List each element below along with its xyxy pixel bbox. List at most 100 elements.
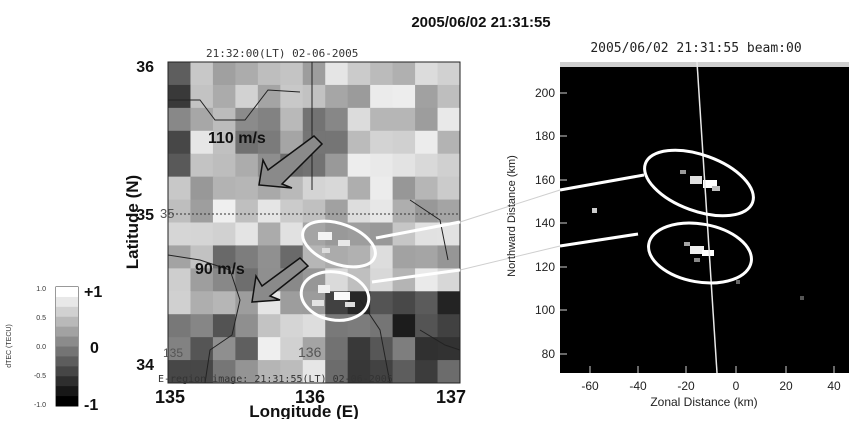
tec-map-cell <box>325 107 349 132</box>
radar-x-tick-neg40: -40 <box>629 379 647 393</box>
tec-map-cell <box>370 199 394 224</box>
tec-map-cell <box>257 84 281 109</box>
tec-map-cell <box>437 199 460 224</box>
colorbar-band <box>56 396 78 407</box>
inner-lat-35-label: 35 <box>160 206 174 221</box>
colorbar-band <box>56 346 78 357</box>
tec-map-cell <box>212 360 236 383</box>
tec-map-cell <box>235 107 259 132</box>
colorbar-band <box>56 386 78 397</box>
tec-map-cell <box>370 107 394 132</box>
tec-map-cell <box>415 84 439 109</box>
tec-map-cell <box>347 337 371 361</box>
colorbar-bands <box>56 287 78 407</box>
tec-map-cell <box>392 62 416 86</box>
tec-map-cell <box>280 107 304 132</box>
tec-map-cell <box>168 222 192 247</box>
colorbar: dTEC (TECU) 1.0 0.5 0.0 -0.5 -1.0 +1 0 -… <box>6 284 102 414</box>
tec-map-cell <box>235 176 259 201</box>
colorbar-band <box>56 366 78 377</box>
tec-map-cell <box>212 222 236 247</box>
tec-map-cell <box>392 268 416 292</box>
radar-panel-title: 2005/06/02 21:31:55 beam:00 <box>590 41 801 56</box>
tec-map-cell <box>235 360 259 383</box>
colorbar-tick-1.0: 1.0 <box>36 286 46 293</box>
tec-map-cell <box>437 268 460 292</box>
tec-map-cell <box>235 222 259 247</box>
tec-map-cell <box>257 62 281 86</box>
tec-map-cell <box>415 337 439 361</box>
tec-map-cell <box>190 291 214 315</box>
map-top-label: 21:32:00(LT) 02-06-2005 <box>206 47 358 60</box>
tec-map-cell <box>437 130 460 155</box>
tec-map-cell <box>415 268 439 292</box>
tec-map-cell <box>302 153 326 178</box>
tec-map-cell <box>168 291 192 315</box>
radar-panel: 2005/06/02 21:31:55 beam:00 200 <box>506 41 849 409</box>
tec-map-cell <box>190 199 214 224</box>
tec-map-cell <box>415 245 439 269</box>
tec-map-cell <box>280 360 304 383</box>
lat-tick-35: 35 <box>136 207 154 224</box>
tec-map-cell <box>302 199 326 224</box>
tec-map-cell <box>212 245 236 269</box>
tec-map-cell <box>437 107 460 132</box>
radar-echoes <box>592 170 804 300</box>
inner-lon-135-label: 135 <box>163 346 183 360</box>
tec-map-cell <box>212 314 236 338</box>
tec-map-cell <box>212 153 236 178</box>
tec-map-cell <box>235 130 259 155</box>
beam-line <box>696 61 718 374</box>
tec-map-cell <box>415 130 439 155</box>
tec-map-cell <box>168 199 192 224</box>
tec-map-cell <box>280 314 304 338</box>
tec-map-cell <box>235 245 259 269</box>
tec-map-cell <box>392 291 416 315</box>
tec-map-cell <box>437 153 460 178</box>
colorbar-band <box>56 356 78 367</box>
tec-map-cell <box>190 337 214 361</box>
tec-map-cell <box>257 360 281 383</box>
colorbar-band <box>56 376 78 387</box>
arrow-90 <box>251 257 310 303</box>
tec-map-cell <box>212 62 236 86</box>
tec-map-cell <box>280 222 304 247</box>
colorbar-band <box>56 306 78 318</box>
radar-y-tick-100: 100 <box>535 303 555 317</box>
tec-map-cell <box>347 245 371 269</box>
radar-x-tick-40: 40 <box>827 379 841 393</box>
tec-map-cell <box>415 62 439 86</box>
tec-map-cell <box>370 222 394 247</box>
radar-plot-area <box>560 62 849 373</box>
tec-map-cell <box>392 199 416 224</box>
tec-map-cell <box>347 176 371 201</box>
tec-map-cell <box>370 84 394 109</box>
tec-map-cell <box>437 291 460 315</box>
coastline-lines <box>168 62 460 383</box>
lon-tick-137: 137 <box>436 387 466 407</box>
tec-map-cell <box>257 245 281 269</box>
tec-map-cell <box>212 176 236 201</box>
tec-map-cell <box>415 153 439 178</box>
tec-map-cell <box>415 314 439 338</box>
tec-map-cell <box>347 314 371 338</box>
tec-map-cell <box>392 176 416 201</box>
tec-map-cell <box>415 291 439 315</box>
tec-map-cell <box>415 107 439 132</box>
tec-map-cell <box>392 360 416 383</box>
colorbar-tick-neg1.0: -1.0 <box>34 402 46 409</box>
tec-map-cell <box>325 176 349 201</box>
tec-map-cell <box>392 314 416 338</box>
tec-map-cell <box>302 222 326 247</box>
tec-map-cell <box>235 268 259 292</box>
tec-map-cell <box>437 245 460 269</box>
tec-map-cell <box>392 84 416 109</box>
colorbar-band <box>56 296 78 308</box>
tec-map-cell <box>257 222 281 247</box>
lat-tick-34: 34 <box>136 357 154 374</box>
tec-map-cell <box>257 130 281 155</box>
tec-map-cell <box>437 314 460 338</box>
radar-y-tick-140: 140 <box>535 216 555 230</box>
tec-map-cell <box>325 130 349 155</box>
